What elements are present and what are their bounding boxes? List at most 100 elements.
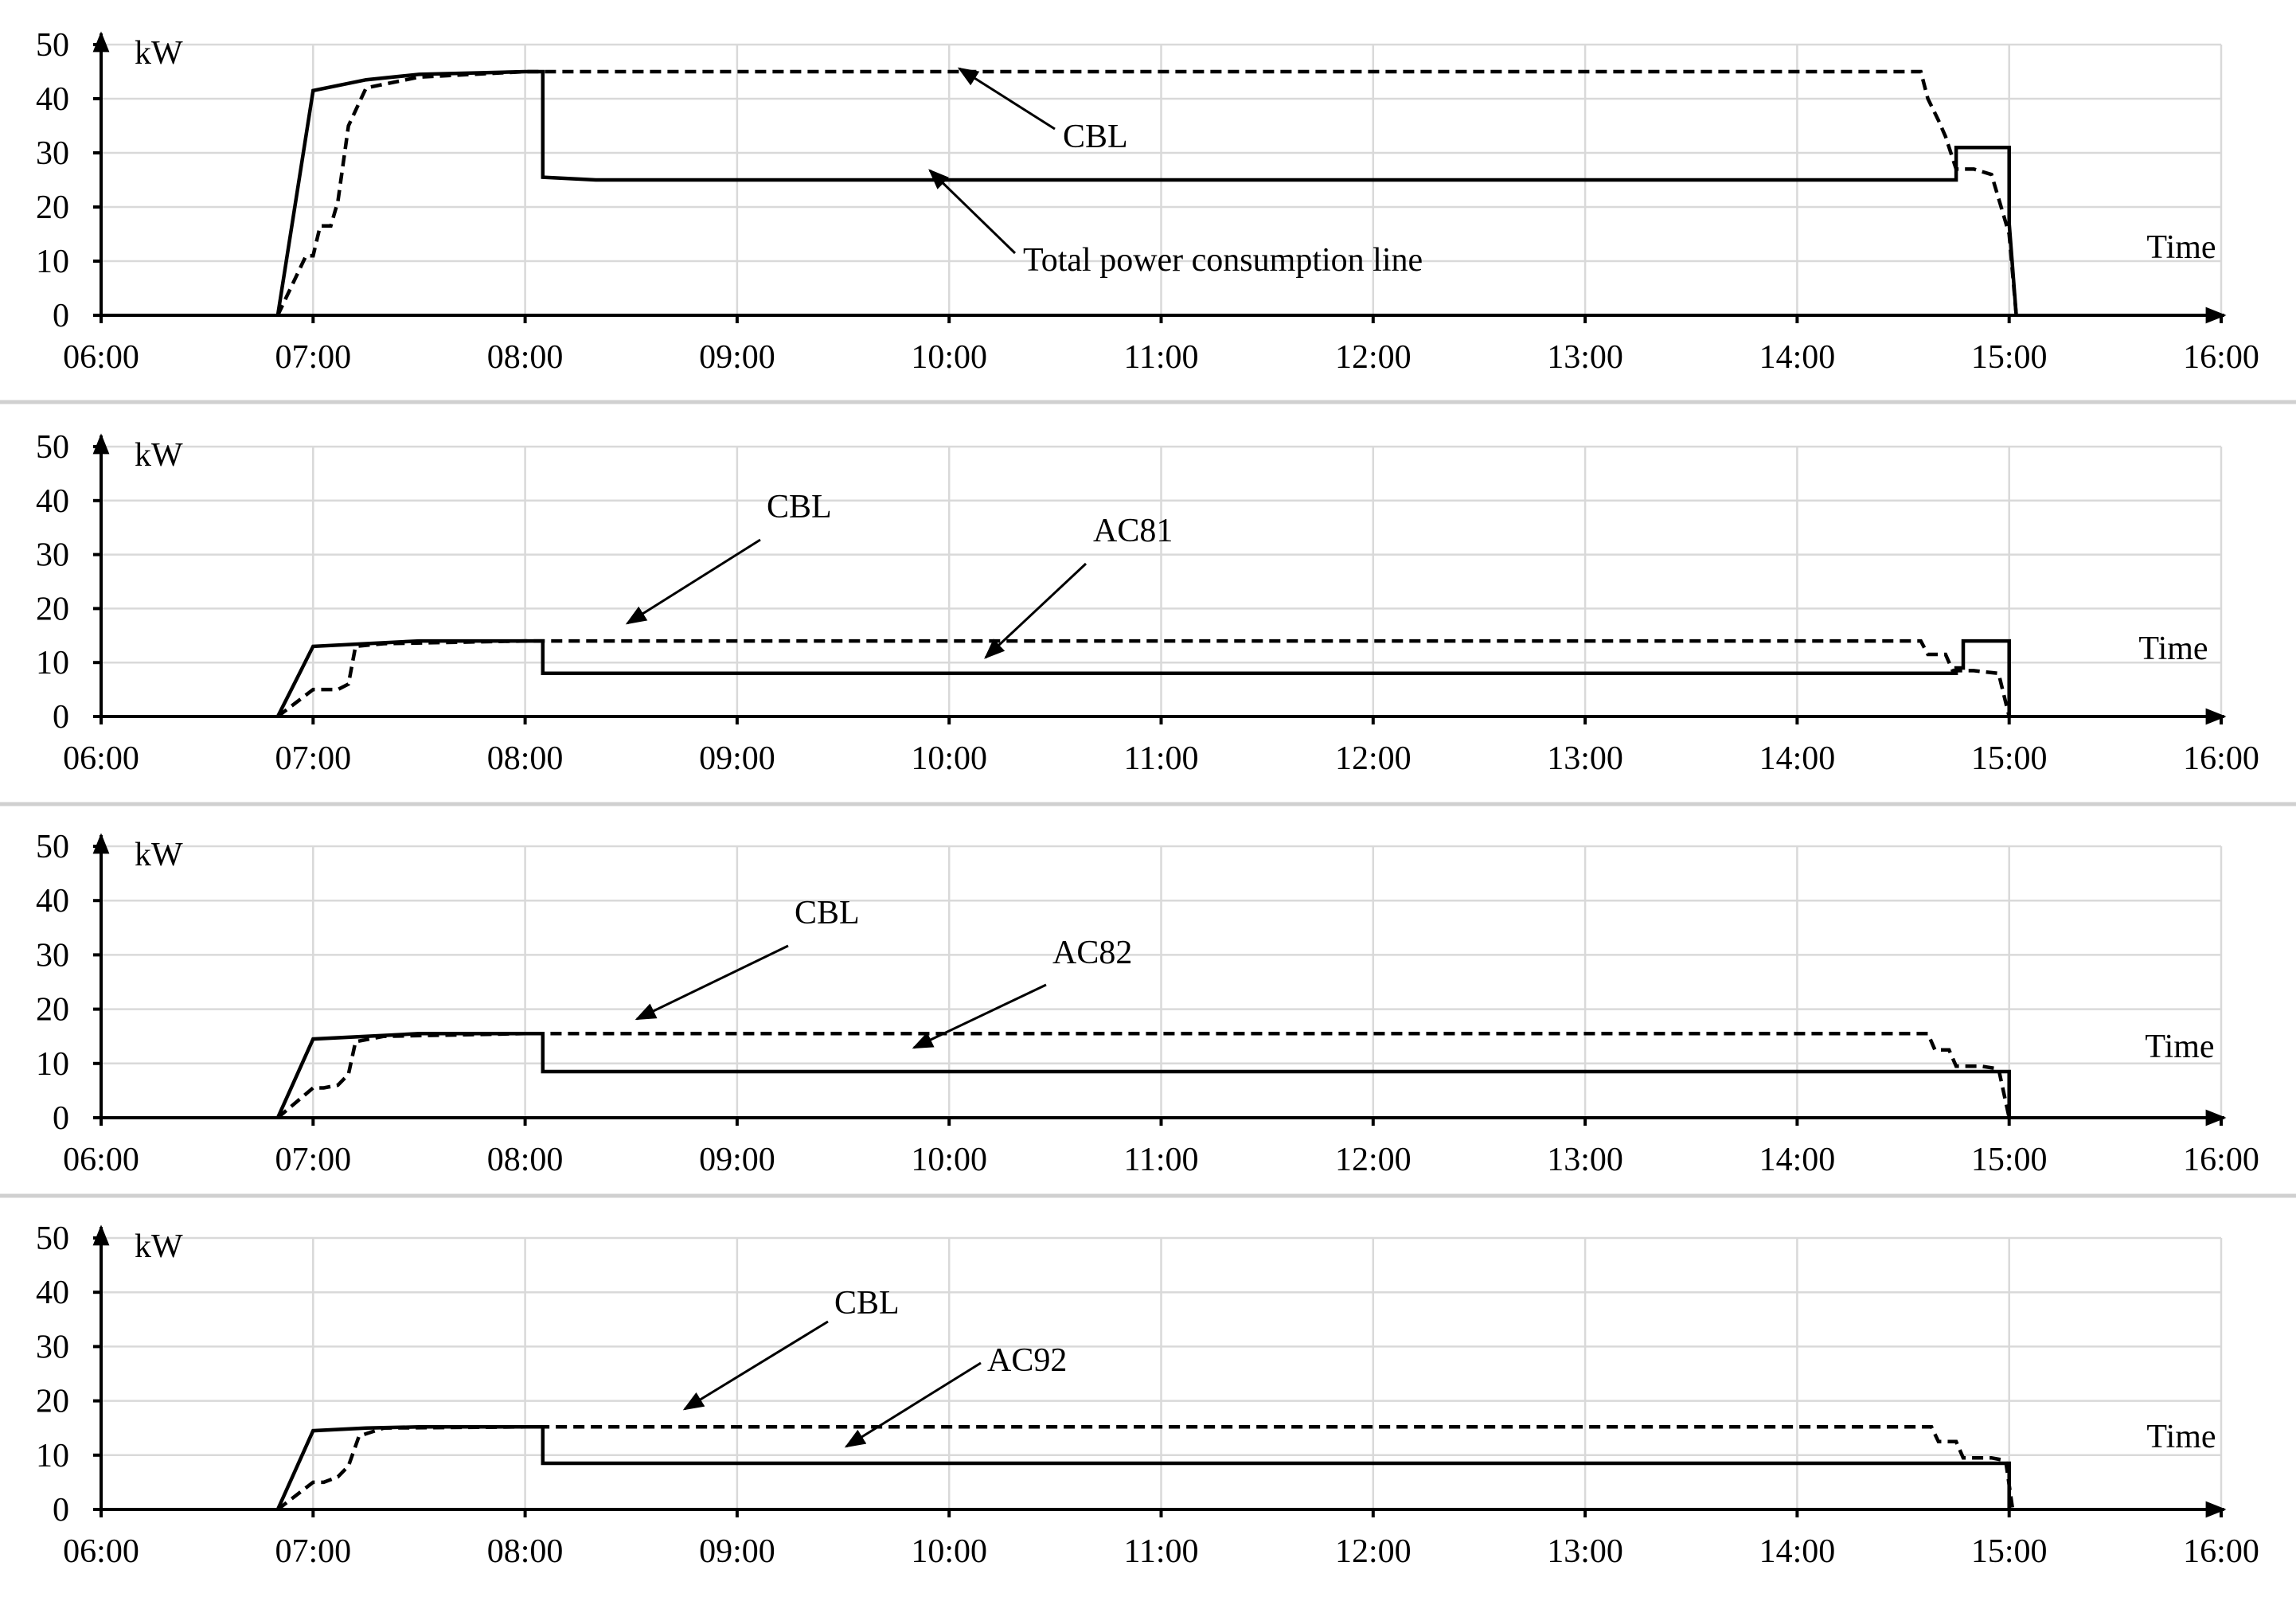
y-tick-label: 10 — [36, 645, 69, 681]
y-axis-unit-label: kW — [135, 35, 183, 72]
x-tick-label: 16:00 — [2183, 1533, 2259, 1570]
x-tick-label: 12:00 — [1335, 1533, 1412, 1570]
x-tick-label: 11:00 — [1123, 1533, 1198, 1570]
x-tick-label: 13:00 — [1547, 740, 1623, 777]
x-tick-label: 11:00 — [1123, 1142, 1198, 1178]
series-line-cbl — [276, 1425, 2015, 1511]
y-tick-label: 50 — [36, 429, 69, 466]
x-tick-label: 15:00 — [1971, 1533, 2048, 1570]
series-line-total-power-consumption-line — [275, 69, 2018, 316]
x-tick-label: 08:00 — [487, 1142, 564, 1178]
y-tick-label: 0 — [53, 298, 69, 334]
annotation-label-ac81: AC81 — [1093, 513, 1173, 549]
y-tick-label: 40 — [36, 1275, 69, 1311]
y-axis-unit-label: kW — [135, 1228, 183, 1265]
x-tick-label: 14:00 — [1759, 1533, 1836, 1570]
y-tick-label: 30 — [36, 1329, 69, 1365]
x-axis-label: Time — [2145, 1029, 2214, 1065]
x-tick-label: 15:00 — [1971, 1142, 2048, 1178]
x-tick-label: 16:00 — [2183, 1142, 2259, 1178]
x-tick-label: 08:00 — [487, 339, 564, 376]
x-tick-label: 13:00 — [1547, 1533, 1623, 1570]
annotation-arrow-ac81 — [984, 562, 1087, 659]
y-tick-label: 30 — [36, 135, 69, 172]
y-tick-label: 40 — [36, 883, 69, 920]
x-tick-label: 16:00 — [2183, 339, 2259, 376]
y-tick-label: 0 — [53, 1100, 69, 1137]
x-tick-label: 12:00 — [1335, 1142, 1412, 1178]
series-line-cbl — [276, 1032, 2011, 1119]
x-tick-label: 08:00 — [487, 740, 564, 777]
x-tick-label: 06:00 — [63, 740, 139, 777]
y-axis-unit-label: kW — [135, 837, 183, 873]
y-tick-label: 10 — [36, 1438, 69, 1474]
annotation-label-cbl: CBL — [834, 1285, 900, 1322]
x-tick-label: 16:00 — [2183, 740, 2259, 777]
chart-panel-3: 0 10 20 30 40 50 06:00 07:00 08:00 09:00 10:00 11:0… — [36, 829, 2259, 1178]
series-line-ac82 — [275, 1032, 2011, 1119]
x-tick-label: 11:00 — [1123, 339, 1198, 376]
x-axis-label: Time — [2146, 229, 2216, 266]
annotation-arrow-cbl — [682, 1320, 829, 1411]
x-tick-label: 06:00 — [63, 339, 139, 376]
y-tick-label: 0 — [53, 1492, 69, 1529]
y-tick-label: 40 — [36, 81, 69, 118]
y-tick-label: 10 — [36, 244, 69, 280]
x-axis-label: Time — [2146, 1419, 2216, 1455]
x-tick-label: 15:00 — [1971, 339, 2048, 376]
annotation-arrow-cbl — [635, 944, 789, 1021]
y-tick-label: 50 — [36, 1220, 69, 1257]
annotation-arrow-total-power-consumption-line — [928, 169, 1017, 255]
annotation-label-total-power-consumption-line: Total power consumption line — [1023, 242, 1423, 279]
x-axis-label: Time — [2138, 631, 2208, 667]
x-tick-label: 11:00 — [1123, 740, 1198, 777]
x-tick-label: 14:00 — [1759, 1142, 1836, 1178]
x-tick-label: 14:00 — [1759, 339, 1836, 376]
x-tick-label: 15:00 — [1971, 740, 2048, 777]
annotation-label-ac92: AC92 — [987, 1342, 1067, 1379]
series-line-cbl — [276, 638, 2011, 718]
annotation-arrow-cbl — [957, 67, 1056, 131]
annotation-arrow-ac82 — [912, 983, 1047, 1049]
x-tick-label: 10:00 — [911, 740, 987, 777]
annotation-label-cbl: CBL — [795, 895, 860, 931]
annotation-arrow-cbl — [625, 538, 761, 625]
x-tick-label: 07:00 — [275, 740, 351, 777]
y-tick-label: 20 — [36, 591, 69, 627]
x-tick-label: 10:00 — [911, 1142, 987, 1178]
chart-panel-2: 0 10 20 30 40 50 06:00 07:00 08:00 09:00 10:00 11:0… — [36, 429, 2259, 777]
x-tick-label: 10:00 — [911, 339, 987, 376]
x-tick-label: 13:00 — [1547, 339, 1623, 376]
y-axis-unit-label: kW — [135, 437, 183, 474]
y-tick-label: 30 — [36, 937, 69, 974]
x-tick-label: 09:00 — [699, 1142, 775, 1178]
x-tick-label: 09:00 — [699, 740, 775, 777]
x-tick-label: 06:00 — [63, 1142, 139, 1178]
x-tick-label: 12:00 — [1335, 740, 1412, 777]
annotation-arrow-ac92 — [844, 1361, 982, 1448]
series-line-cbl — [275, 69, 2018, 316]
x-tick-label: 08:00 — [487, 1533, 564, 1570]
y-tick-label: 10 — [36, 1046, 69, 1083]
x-tick-label: 12:00 — [1335, 339, 1412, 376]
x-tick-label: 14:00 — [1759, 740, 1836, 777]
y-tick-label: 30 — [36, 537, 69, 574]
chart-panel-1: 0 10 20 30 40 50 06:00 07:00 08:00 09:00 10:00 11:0… — [36, 27, 2259, 376]
y-tick-label: 50 — [36, 829, 69, 865]
series-line-ac92 — [275, 1425, 2011, 1510]
y-tick-label: 40 — [36, 483, 69, 520]
annotation-label-cbl: CBL — [1063, 119, 1128, 155]
x-tick-label: 09:00 — [699, 339, 775, 376]
series-line-ac81 — [275, 638, 2011, 718]
x-tick-label: 09:00 — [699, 1533, 775, 1570]
y-tick-label: 20 — [36, 189, 69, 226]
chart-panel-4: 0 10 20 30 40 50 06:00 07:00 08:00 09:00 10:00 11:0… — [36, 1220, 2259, 1570]
x-tick-label: 13:00 — [1547, 1142, 1623, 1178]
y-tick-label: 0 — [53, 699, 69, 736]
annotation-label-ac82: AC82 — [1052, 935, 1132, 971]
x-tick-label: 07:00 — [275, 339, 351, 376]
y-tick-label: 20 — [36, 1384, 69, 1420]
x-tick-label: 10:00 — [911, 1533, 987, 1570]
x-tick-label: 06:00 — [63, 1533, 139, 1570]
